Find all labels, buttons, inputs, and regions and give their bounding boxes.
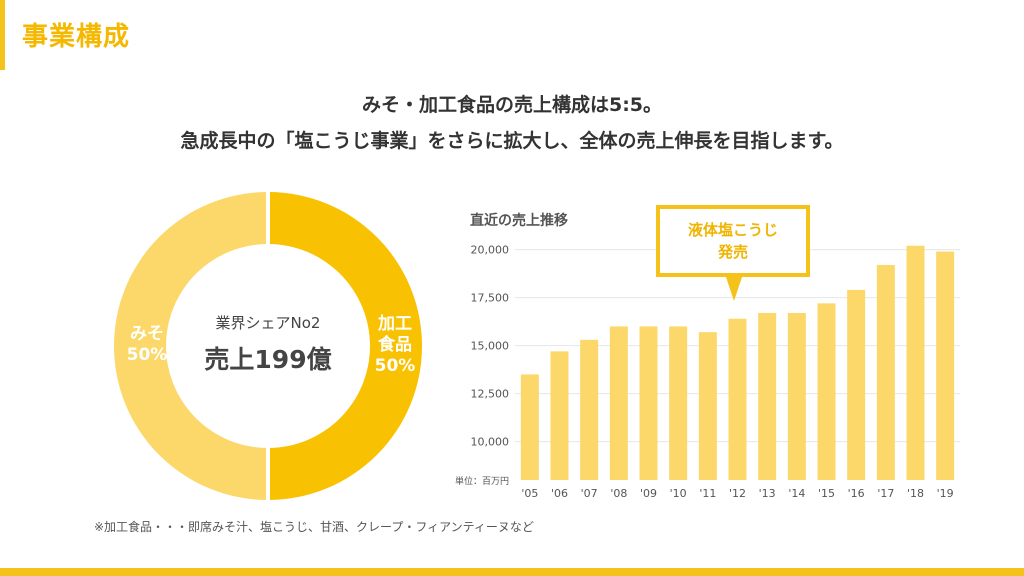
x-tick-label-06: '06 <box>551 487 568 500</box>
segment-percent-miso: 50% <box>126 345 168 365</box>
segment-label-miso: みそ 50% <box>122 324 172 366</box>
x-tick-label-13: '13 <box>759 487 776 500</box>
segment-label-processed-line1: 加工 <box>378 314 412 334</box>
segment-label-processed-food: 加工 食品 50% <box>370 314 420 377</box>
x-tick-label-12: '12 <box>729 487 746 500</box>
x-tick-label-07: '07 <box>581 487 598 500</box>
x-tick-label-11: '11 <box>699 487 716 500</box>
bar-13 <box>758 312 777 480</box>
headline-strategy: 急成長中の「塩こうじ事業」をさらに拡大し、全体の売上伸長を目指します。 <box>180 130 844 152</box>
donut-center-sales: 売上199億 <box>204 345 332 374</box>
y-tick-label-10000: 10,000 <box>471 436 510 449</box>
annotation-line1: 液体塩こうじ <box>687 221 778 239</box>
annotation-pointer <box>726 277 742 301</box>
annotation-callout: 液体塩こうじ 発売 <box>656 205 810 277</box>
headline-composition: みそ・加工食品の売上構成は5:5。 <box>361 94 663 116</box>
x-tick-label-09: '09 <box>640 487 657 500</box>
x-tick-label-10: '10 <box>670 487 687 500</box>
bar-05 <box>520 374 539 480</box>
unit-label: 単位：百万円 <box>455 475 509 487</box>
x-tick-label-17: '17 <box>877 487 894 500</box>
bar-06 <box>550 351 569 480</box>
bar-08 <box>609 326 628 480</box>
footnote: ※加工食品・・・即席みそ汁、塩こうじ、甘酒、クレープ・フィアンティーヌなど <box>94 520 534 534</box>
bar-10 <box>669 326 688 480</box>
bar-chart-title: 直近の売上推移 <box>470 213 568 229</box>
bar-15 <box>817 303 836 480</box>
y-tick-label-15000: 15,000 <box>471 340 510 353</box>
x-tick-label-05: '05 <box>521 487 538 500</box>
y-tick-label-17500: 17,500 <box>471 292 510 305</box>
x-tick-label-16: '16 <box>848 487 865 500</box>
x-tick-label-18: '18 <box>907 487 924 500</box>
segment-percent-processed: 50% <box>374 356 416 376</box>
x-tick-label-14: '14 <box>788 487 805 500</box>
donut-center-share: 業界シェアNo2 <box>215 314 321 332</box>
y-tick-label-12500: 12,500 <box>471 388 510 401</box>
segment-label-miso-line1: みそ <box>130 324 164 344</box>
bar-17 <box>876 264 895 480</box>
bar-19 <box>936 251 955 480</box>
bar-11 <box>698 332 717 480</box>
annotation-line2: 発売 <box>717 243 748 261</box>
donut-segment-miso <box>114 192 268 500</box>
x-tick-label-08: '08 <box>610 487 627 500</box>
bar-18 <box>906 245 925 480</box>
bottom-accent-bar <box>0 568 1024 576</box>
y-tick-label-20000: 20,000 <box>471 244 510 257</box>
donut-segment-processed-food <box>268 192 422 500</box>
x-tick-label-19: '19 <box>937 487 954 500</box>
title-accent-bar <box>0 0 5 70</box>
bar-07 <box>580 339 599 480</box>
bar-16 <box>847 289 866 480</box>
bar-09 <box>639 326 658 480</box>
page-title: 事業構成 <box>22 22 131 52</box>
x-tick-label-15: '15 <box>818 487 835 500</box>
bar-14 <box>787 312 806 480</box>
bar-12 <box>728 318 747 480</box>
segment-label-processed-line2: 食品 <box>378 335 412 355</box>
